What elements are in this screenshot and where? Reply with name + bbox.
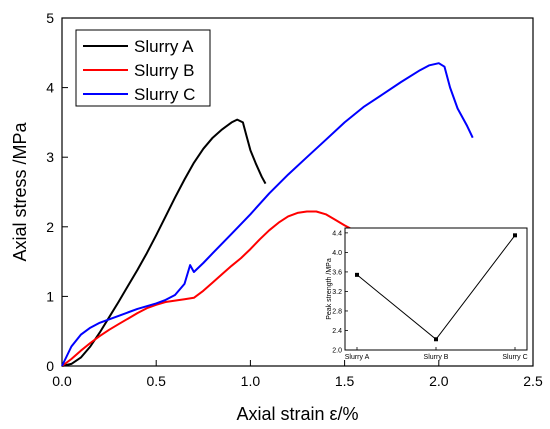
- series-line-slurry-a: [61, 118, 267, 367]
- y-tick-label: 0: [46, 358, 54, 374]
- x-tick-label: 0.5: [146, 373, 166, 389]
- legend-label: Slurry A: [134, 37, 194, 56]
- x-tick-label: 0.0: [52, 373, 72, 389]
- inset-marker: [355, 272, 359, 277]
- inset-marker: [513, 233, 517, 238]
- legend: Slurry A Slurry B Slurry C: [75, 29, 211, 107]
- y-axis-title: Axial stress /MPa: [10, 122, 30, 262]
- inset-y-tick-label: 4.4: [332, 230, 342, 237]
- inset-plot: 2.0 2.4 2.8 3.2 3.6 4.0 4.4 Slurry A Slurry B Slu…: [326, 227, 528, 361]
- y-tick-label: 3: [46, 149, 54, 165]
- inset-y-axis-title: Peak strength /MPa: [326, 258, 333, 320]
- y-tick-label: 1: [46, 288, 54, 304]
- x-tick-label: 1.5: [335, 373, 355, 389]
- inset-y-tick-label: 2.0: [332, 348, 342, 355]
- plot-frame: [61, 17, 534, 367]
- inset-y-tick-label: 3.6: [332, 269, 342, 276]
- y-tick-label: 2: [46, 219, 54, 235]
- y-tick-label: 4: [46, 80, 54, 96]
- x-axis-title: Axial strain ε/%: [236, 404, 358, 424]
- y-tick-label: 5: [46, 10, 54, 26]
- inset-y-tick-label: 3.2: [332, 289, 342, 296]
- x-tick-label: 2.0: [429, 373, 449, 389]
- x-tick-label: 2.5: [523, 373, 543, 389]
- inset-frame: [344, 227, 528, 351]
- x-tick-label: 1.0: [241, 373, 261, 389]
- inset-x-tick-label: Slurry A: [345, 354, 370, 361]
- legend-label: Slurry B: [134, 61, 194, 80]
- inset-x-tick-label: Slurry C: [502, 354, 527, 361]
- inset-y-tick-label: 4.0: [332, 250, 342, 257]
- inset-x-tick-label: Slurry B: [424, 354, 449, 361]
- legend-label: Slurry C: [134, 85, 195, 104]
- inset-y-tick-label: 2.8: [332, 308, 342, 315]
- series-line-slurry-c: [61, 62, 474, 367]
- inset-marker: [434, 337, 438, 342]
- main-plot: 0.0 0.5 1.0 1.5 2.0 2.5 0 1 2 3 4 5 Axial strain ε/%…: [10, 10, 543, 424]
- inset-y-tick-label: 2.4: [332, 328, 342, 335]
